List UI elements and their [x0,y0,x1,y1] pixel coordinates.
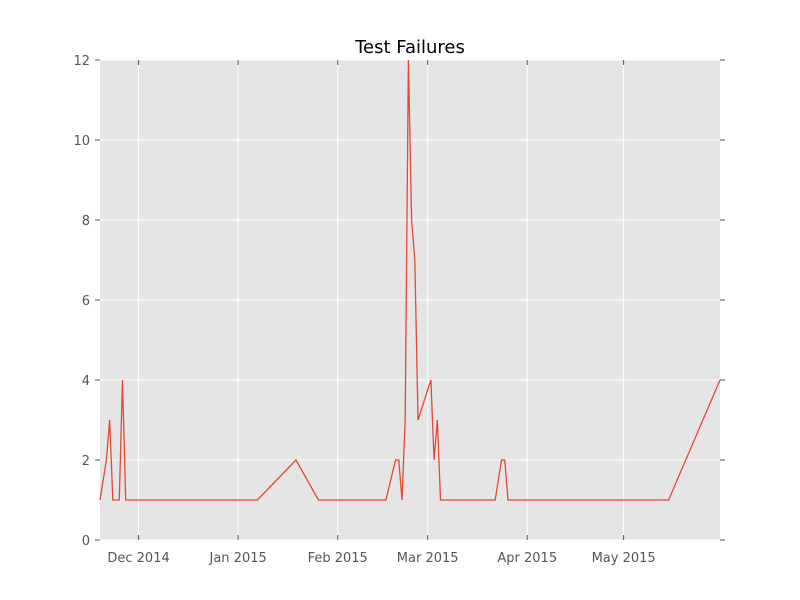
x-tick-label: May 2015 [592,551,656,566]
y-tick-label: 6 [82,294,90,309]
x-tick-label: Feb 2015 [308,551,368,566]
axis-ticks [95,59,725,541]
x-tick-label: Jan 2015 [209,551,267,566]
series-line-0 [99,59,721,501]
chart-title: Test Failures [354,37,465,58]
x-tick-label: Apr 2015 [497,551,557,566]
y-tick-label: 8 [82,214,90,229]
x-tick-label: Mar 2015 [397,551,459,566]
y-tick-label: 2 [82,454,90,469]
x-tick-label: Dec 2014 [107,551,169,566]
x-axis-tick-labels: Dec 2014 Jan 2015 Feb 2015 Mar 2015 Apr 2015… [107,551,655,566]
series-lines [99,59,721,501]
gridlines [100,59,720,541]
y-tick-label: 0 [82,534,90,549]
y-axis-tick-labels: 0 2 4 6 8 10 12 [73,54,90,549]
y-tick-label: 4 [82,374,90,389]
y-tick-label: 12 [73,54,90,69]
y-tick-label: 10 [73,134,90,149]
